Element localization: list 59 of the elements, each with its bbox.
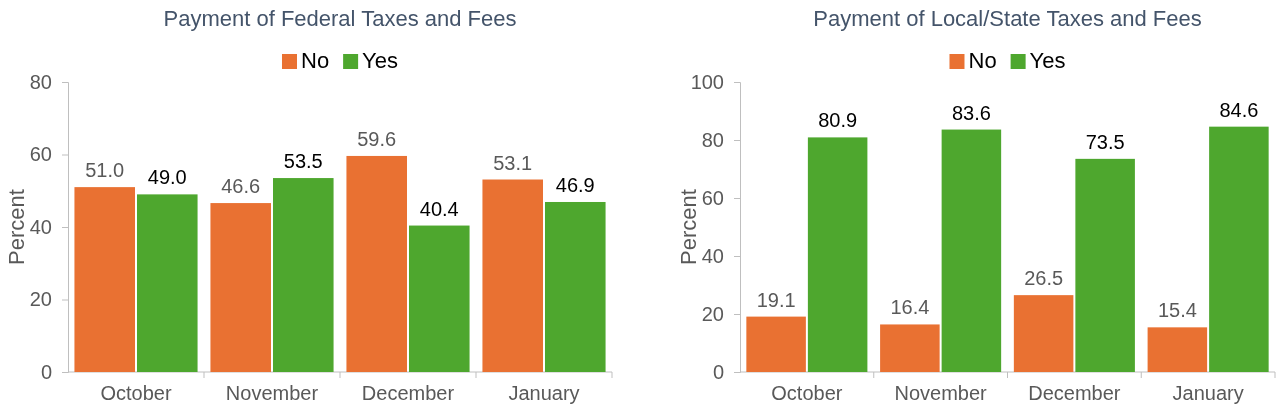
x-tick-label: January [1172,382,1244,404]
x-tick-label: January [508,382,580,404]
y-tick-label: 40 [29,215,52,238]
x-tick-label: November [225,382,319,404]
bar [1147,327,1208,372]
y-tick-label: 80 [701,128,724,151]
y-tick-label: 60 [701,186,724,209]
bar [1209,126,1269,372]
data-label: 73.5 [1085,130,1125,153]
y-axis-title: Percent [676,189,701,265]
y-tick-label: 20 [29,288,52,311]
data-label: 49.0 [147,166,187,189]
bar [210,203,271,372]
y-tick-label: 20 [701,302,724,325]
data-label: 83.6 [951,101,991,124]
y-tick-label: 40 [701,244,724,267]
data-label: 46.9 [555,173,595,196]
bar [941,129,1002,372]
bar [746,316,806,372]
bar [273,178,334,372]
data-label: 15.4 [1157,299,1197,322]
y-tick-label: 80 [29,70,52,93]
bar [346,155,407,372]
chart-title: Payment of Federal Taxes and Fees [163,6,517,31]
x-tick-label: October [771,382,843,404]
data-label: 51.0 [85,159,125,182]
data-label: 84.6 [1219,98,1259,121]
data-label: 26.5 [1024,267,1064,290]
bar [545,201,606,372]
bar [880,324,940,372]
y-tick-label: 0 [712,360,724,383]
bar [807,137,868,372]
bar [409,225,470,372]
data-label: 53.1 [493,151,533,174]
y-tick-label: 0 [40,360,52,383]
bar [137,194,198,372]
legend-label: No [300,48,330,73]
bar [74,187,135,372]
data-label: 53.5 [283,150,323,173]
legend-label: Yes [362,48,399,73]
data-label: 40.4 [419,197,459,220]
x-tick-label: December [361,382,455,404]
x-tick-label: October [100,382,172,404]
data-label: 46.6 [221,175,261,198]
y-tick-label: 60 [29,143,52,166]
data-label: 80.9 [818,109,858,132]
bar [482,179,543,372]
x-tick-label: December [1028,382,1121,404]
legend-label: Yes [1029,48,1066,73]
data-label: 59.6 [357,127,397,150]
bar [1013,295,1074,372]
chart-title: Payment of Local/State Taxes and Fees [813,6,1202,31]
data-label: 19.1 [756,288,796,311]
y-axis-title: Percent [4,189,29,265]
legend-label: No [968,48,997,73]
bar [1075,158,1135,372]
x-tick-label: November [894,382,988,404]
data-label: 16.4 [890,296,930,319]
y-tick-label: 100 [690,70,724,93]
